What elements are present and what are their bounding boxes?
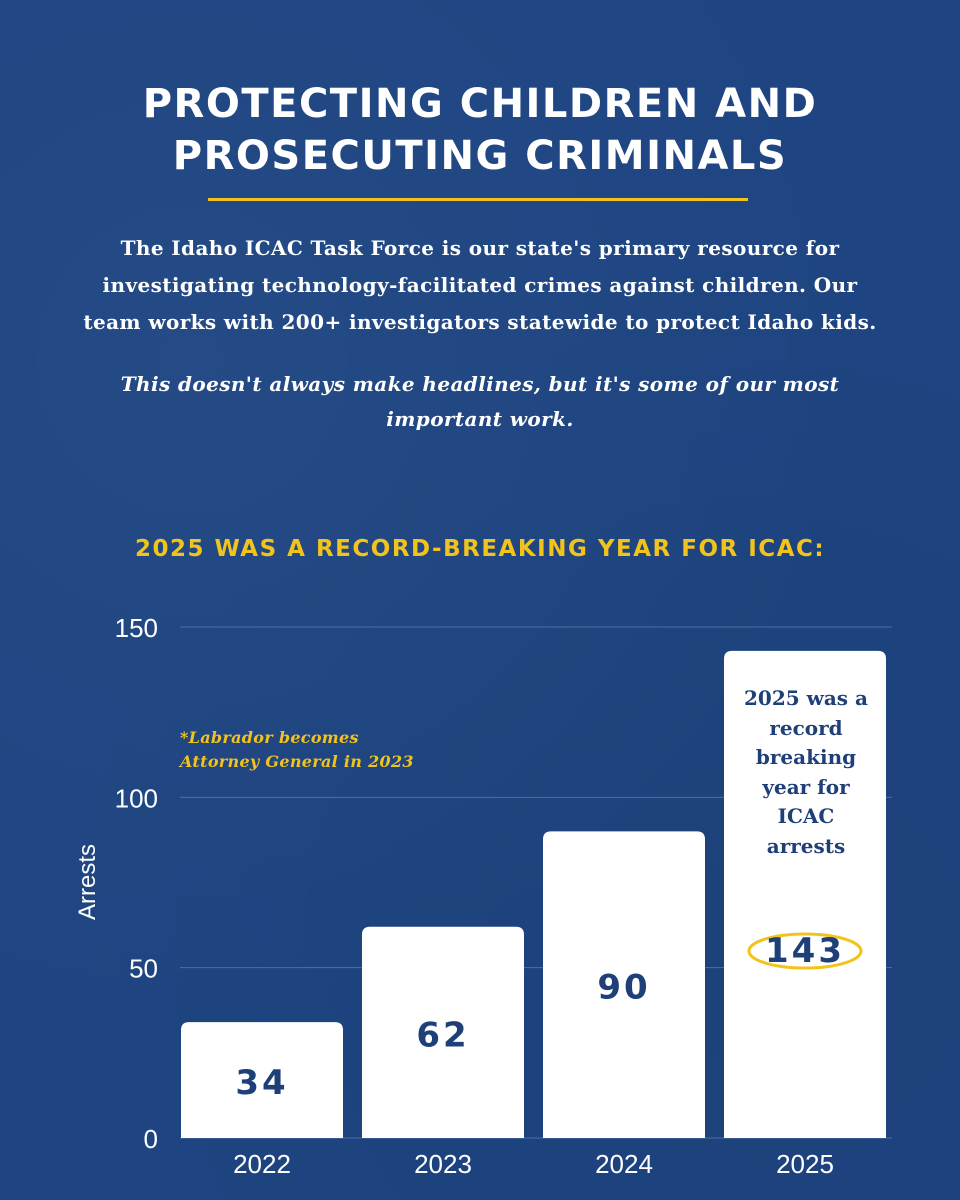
annotation-note: *Labrador becomes Attorney General in 20… [180, 726, 440, 774]
data-label-2025: 143 [765, 931, 845, 971]
intro-line-3: team works with 200+ investigators state… [83, 310, 877, 334]
tagline-line-1: This doesn't always make headlines, but … [120, 372, 840, 396]
callout-line-5: ICAC [777, 804, 835, 828]
y-tick-label: 100 [115, 783, 158, 813]
callout-line-4: year for [762, 774, 850, 799]
arrests-bar-chart: 0 50 100 150 Arrests 34 2022 62 2023 90 2024 143 202… [74, 613, 892, 1179]
callout-line-2: record [769, 715, 843, 740]
title-line-2: PROSECUTING CRIMINALS [172, 133, 788, 179]
data-label-2023: 62 [416, 1015, 469, 1055]
intro-line-2: investigating technology-facilitated cri… [102, 273, 858, 297]
x-tick-label-2022: 2022 [233, 1149, 291, 1179]
note-line-1: *Labrador becomes [180, 728, 359, 747]
tagline: This doesn't always make headlines, but … [70, 367, 890, 437]
callout-line-1: 2025 was a [744, 686, 868, 710]
x-tick-label-2024: 2024 [595, 1149, 653, 1179]
title-line-1: PROTECTING CHILDREN AND [142, 81, 818, 127]
data-label-2024: 90 [597, 968, 650, 1008]
title-divider [208, 198, 748, 201]
page-title: PROTECTING CHILDREN AND PROSECUTING CRIM… [0, 78, 960, 182]
note-line-2: Attorney General in 2023 [180, 752, 414, 771]
highlight-circle [747, 932, 863, 970]
bar-2022 [181, 1022, 343, 1138]
chart-heading: 2025 WAS A RECORD-BREAKING YEAR FOR ICAC… [134, 536, 826, 562]
intro-line-1: The Idaho ICAC Task Force is our state's… [120, 236, 840, 260]
tagline-line-2: important work. [386, 407, 574, 431]
x-tick-label-2025: 2025 [776, 1149, 834, 1179]
record-callout: 2025 was a record breaking year for ICAC… [724, 684, 888, 861]
y-tick-label: 50 [129, 954, 158, 984]
x-tick-label-2023: 2023 [414, 1149, 472, 1179]
y-axis-label: Arrests [74, 844, 101, 920]
bar-2023 [362, 926, 524, 1138]
y-tick-label: 150 [115, 613, 158, 643]
bar-2025 [724, 650, 886, 1138]
bar-2024 [543, 831, 705, 1138]
callout-line-3: breaking [755, 745, 857, 769]
y-tick-label: 0 [144, 1124, 158, 1154]
callout-line-6: arrests [766, 833, 846, 858]
intro-paragraph: The Idaho ICAC Task Force is our state's… [70, 230, 890, 341]
data-label-2022: 34 [235, 1063, 288, 1103]
